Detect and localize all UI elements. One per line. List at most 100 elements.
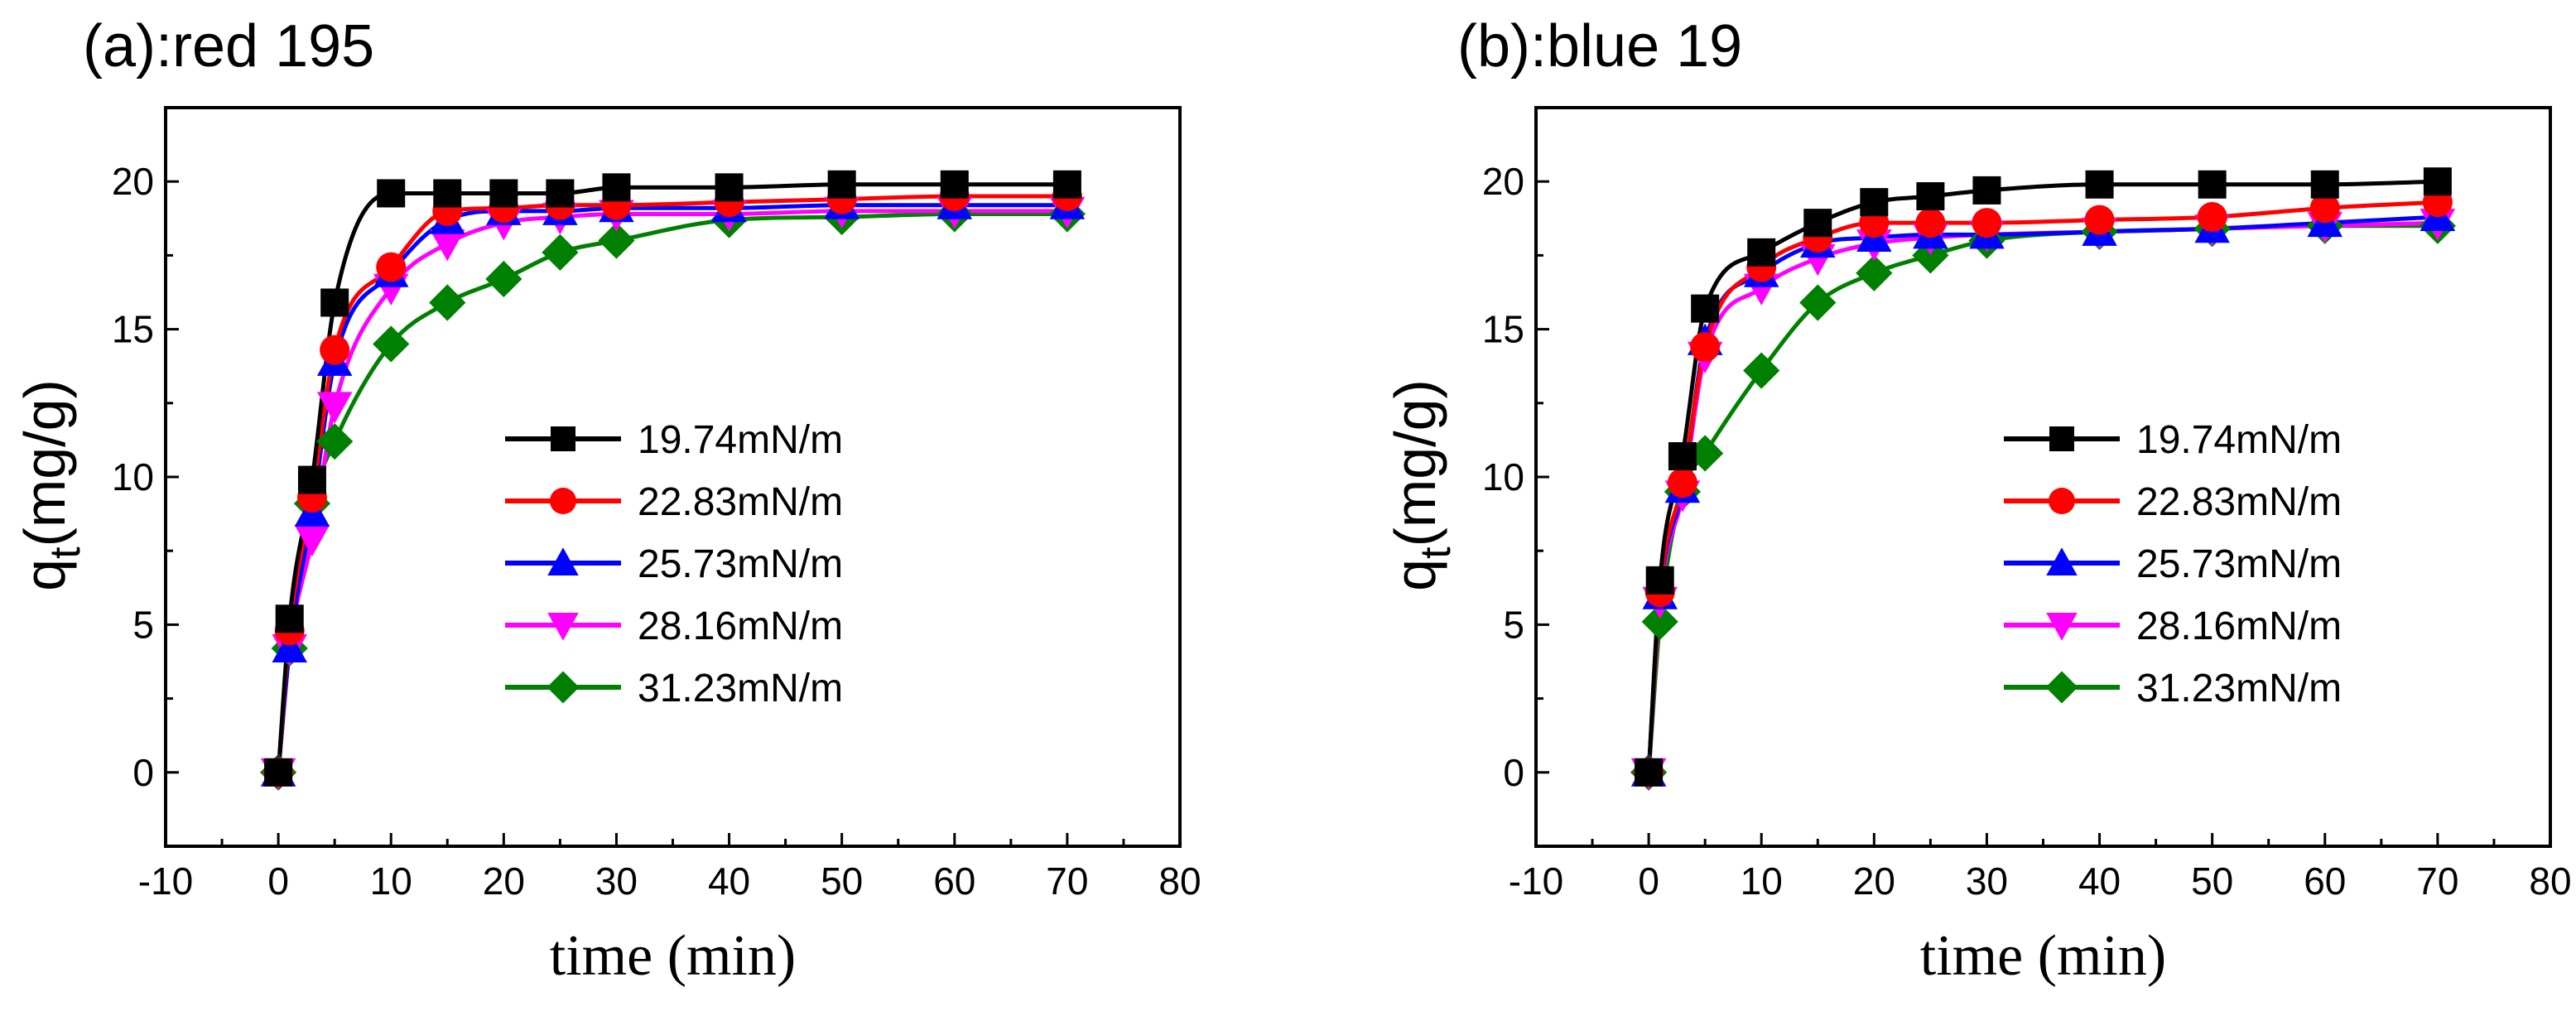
x-tick-label: 0 xyxy=(267,860,289,903)
x-tick-label: 20 xyxy=(483,860,525,903)
legend-marker xyxy=(547,613,579,641)
x-tick-label: -10 xyxy=(1509,860,1563,903)
data-point xyxy=(1915,208,1946,238)
data-point xyxy=(433,179,462,208)
x-axis-title: time (min) xyxy=(1920,924,2166,988)
x-tick-label: 0 xyxy=(1638,860,1659,903)
panel-title: (a):red 195 xyxy=(83,13,374,79)
legend-marker xyxy=(551,426,575,451)
data-point xyxy=(2197,202,2227,233)
data-point xyxy=(264,758,293,787)
data-point xyxy=(1743,352,1780,389)
data-point xyxy=(2310,170,2339,199)
y-tick-label: 15 xyxy=(1482,308,1524,351)
data-point xyxy=(2309,193,2340,224)
y-tick-label: 20 xyxy=(1482,160,1524,203)
y-axis-title-subscript: t xyxy=(41,547,89,559)
y-axis-title-main: q xyxy=(1383,559,1447,591)
legend-marker xyxy=(550,488,576,514)
chart-panel-b: (b):blue 19 -10 0 10 20 30 40 50 60 70 80 0 5 10 15 20 t… xyxy=(1383,13,2572,988)
data-point xyxy=(1645,566,1674,595)
y-axis-title-subscript: t xyxy=(1412,547,1460,559)
y-tick-label: 15 xyxy=(112,308,154,351)
data-point xyxy=(1747,238,1776,267)
legend-marker xyxy=(547,547,579,575)
x-tick-label: 80 xyxy=(2529,860,2571,903)
x-tick-label: 40 xyxy=(2078,860,2121,903)
data-point xyxy=(598,222,635,259)
data-point xyxy=(940,170,969,199)
x-tick-label: 20 xyxy=(1853,860,1895,903)
data-point xyxy=(1052,170,1081,199)
data-point xyxy=(2085,170,2114,199)
data-point xyxy=(2198,170,2227,199)
data-point xyxy=(827,170,856,199)
y-axis-title-unit: (mg/g) xyxy=(1383,379,1447,547)
data-point xyxy=(272,630,307,662)
data-point xyxy=(602,173,631,202)
x-tick-label: 50 xyxy=(2191,860,2233,903)
x-tick-label: -10 xyxy=(138,860,193,903)
x-tick-label: 60 xyxy=(933,860,975,903)
legend-label: 31.23mN/m xyxy=(638,667,843,710)
data-point xyxy=(1641,603,1678,640)
legend-label: 28.16mN/m xyxy=(638,604,843,648)
data-point xyxy=(1860,188,1889,217)
data-point xyxy=(546,179,575,208)
data-point xyxy=(2084,205,2115,235)
legend-marker xyxy=(546,671,580,704)
y-tick-label: 10 xyxy=(1482,455,1524,498)
data-point xyxy=(377,179,406,208)
data-point xyxy=(1972,176,2001,205)
data-point xyxy=(1972,208,2002,238)
x-axis-title: time (min) xyxy=(550,924,796,988)
x-tick-label: 70 xyxy=(1046,860,1088,903)
y-axis-title: qt(mg/g) xyxy=(12,379,89,591)
y-tick-label: 5 xyxy=(1503,603,1524,646)
x-tick-label: 30 xyxy=(595,860,638,903)
data-point xyxy=(542,234,579,271)
legend-label: 22.83mN/m xyxy=(638,480,843,524)
panel-title: (b):blue 19 xyxy=(1457,13,1742,79)
legend-marker xyxy=(2046,613,2078,641)
x-tick-label: 10 xyxy=(370,860,412,903)
legend-marker xyxy=(2049,426,2074,451)
data-point xyxy=(1690,332,1721,363)
data-point xyxy=(715,173,744,202)
legend-label: 19.74mN/m xyxy=(2136,418,2342,462)
data-point xyxy=(320,288,349,317)
data-point xyxy=(485,260,522,298)
x-tick-label: 10 xyxy=(1741,860,1783,903)
y-axis-title: qt(mg/g) xyxy=(1383,379,1460,591)
x-tick-label: 60 xyxy=(2304,860,2346,903)
data-point xyxy=(294,524,330,557)
data-point xyxy=(430,229,465,262)
data-point xyxy=(1799,284,1837,321)
data-point xyxy=(373,325,410,363)
data-point xyxy=(1667,468,1697,498)
data-point xyxy=(1668,442,1697,471)
data-point xyxy=(1803,209,1832,238)
data-point xyxy=(1856,254,1893,291)
y-tick-label: 0 xyxy=(132,751,154,794)
legend-label: 25.73mN/m xyxy=(2136,542,2342,586)
data-point xyxy=(376,252,407,282)
chart-panel-a: (a):red 195 -10 0 10 20 30 40 50 60 70 80 0 5 10 15 20 t… xyxy=(12,13,1201,988)
legend-label: 28.16mN/m xyxy=(2136,604,2342,648)
data-point xyxy=(429,284,466,321)
data-point xyxy=(316,423,354,460)
data-point xyxy=(2423,167,2452,196)
legend-label: 31.23mN/m xyxy=(2136,667,2342,710)
legend-label: 25.73mN/m xyxy=(638,542,843,586)
legend-label: 19.74mN/m xyxy=(638,418,843,462)
data-point xyxy=(320,335,350,365)
y-tick-label: 20 xyxy=(112,160,154,203)
data-point xyxy=(297,465,326,494)
x-tick-label: 30 xyxy=(1966,860,2008,903)
x-tick-label: 50 xyxy=(821,860,863,903)
data-point xyxy=(1635,758,1664,787)
y-tick-label: 10 xyxy=(112,455,154,498)
y-axis-title-main: q xyxy=(12,559,77,591)
legend-label: 22.83mN/m xyxy=(2136,480,2342,524)
